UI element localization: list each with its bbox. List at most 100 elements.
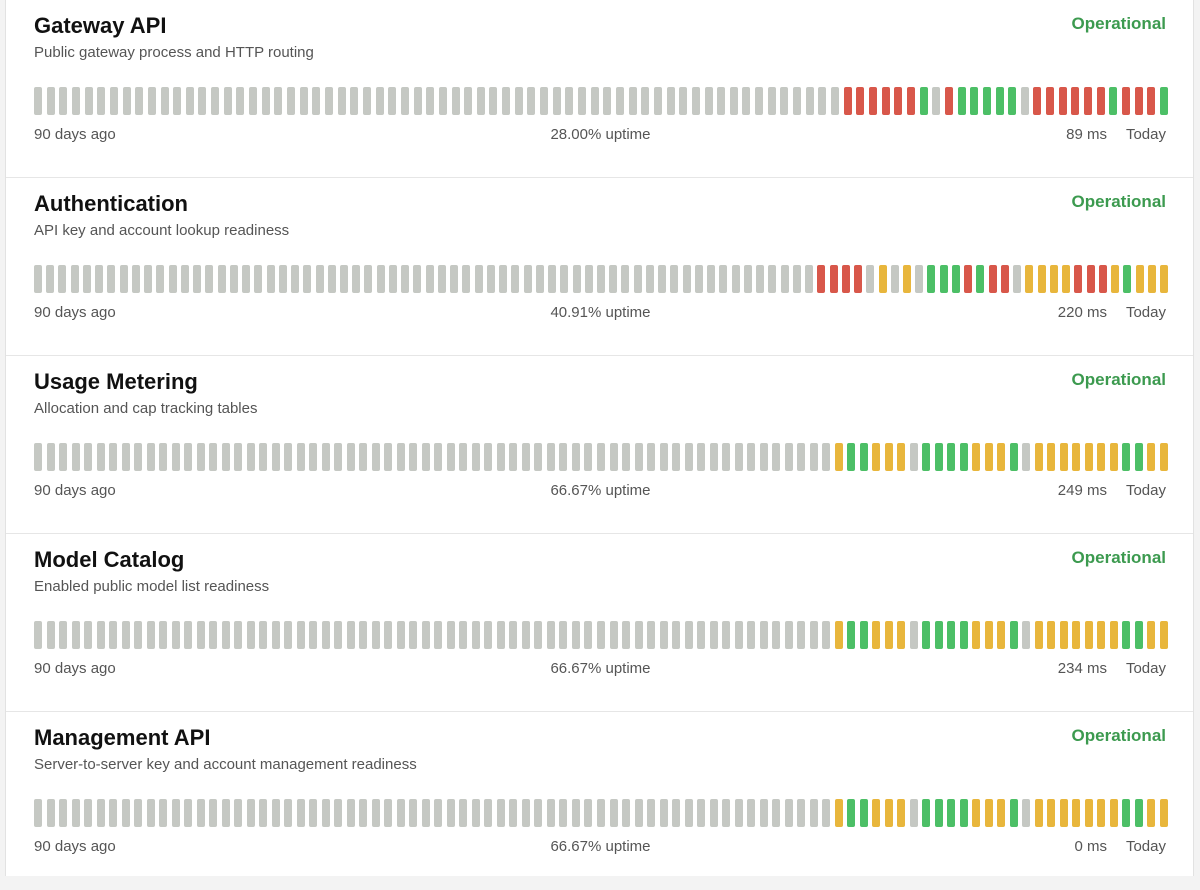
day-bar-no-data[interactable]: [59, 443, 68, 471]
day-bar-no-data[interactable]: [171, 443, 180, 471]
day-bar-no-data[interactable]: [709, 799, 718, 827]
day-bar-no-data[interactable]: [146, 799, 155, 827]
day-bar-outage[interactable]: [856, 87, 865, 115]
day-bar-no-data[interactable]: [229, 265, 238, 293]
day-bar-no-data[interactable]: [234, 799, 243, 827]
day-bar-operational[interactable]: [1009, 799, 1018, 827]
day-bar-degraded[interactable]: [1047, 443, 1056, 471]
day-bar-no-data[interactable]: [46, 443, 55, 471]
day-bar-degraded[interactable]: [1049, 265, 1058, 293]
day-bar-no-data[interactable]: [535, 265, 544, 293]
day-bar-no-data[interactable]: [734, 621, 743, 649]
day-bar-no-data[interactable]: [534, 443, 543, 471]
day-bar-no-data[interactable]: [722, 799, 731, 827]
day-bar-degraded[interactable]: [884, 621, 893, 649]
day-bar-no-data[interactable]: [184, 799, 193, 827]
day-bar-no-data[interactable]: [71, 799, 80, 827]
day-bar-no-data[interactable]: [509, 621, 518, 649]
day-bar-no-data[interactable]: [196, 621, 205, 649]
day-bar-outage[interactable]: [906, 87, 915, 115]
day-bar-no-data[interactable]: [160, 87, 169, 115]
day-bar-no-data[interactable]: [523, 265, 532, 293]
day-bar-outage[interactable]: [894, 87, 903, 115]
day-bar-no-data[interactable]: [768, 265, 777, 293]
day-bar-no-data[interactable]: [242, 265, 251, 293]
day-bar-no-data[interactable]: [565, 87, 574, 115]
day-bar-no-data[interactable]: [496, 443, 505, 471]
day-bar-no-data[interactable]: [384, 621, 393, 649]
day-bar-no-data[interactable]: [409, 443, 418, 471]
day-bar-no-data[interactable]: [747, 443, 756, 471]
day-bar-no-data[interactable]: [34, 799, 42, 827]
day-bar-no-data[interactable]: [223, 87, 232, 115]
day-bar-no-data[interactable]: [346, 799, 355, 827]
day-bar-no-data[interactable]: [484, 621, 493, 649]
day-bar-no-data[interactable]: [259, 799, 268, 827]
day-bar-degraded[interactable]: [878, 265, 887, 293]
day-bar-degraded[interactable]: [1047, 621, 1056, 649]
day-bar-degraded[interactable]: [984, 443, 993, 471]
day-bar-no-data[interactable]: [634, 621, 643, 649]
day-bar-degraded[interactable]: [872, 621, 881, 649]
day-bar-no-data[interactable]: [34, 443, 42, 471]
day-bar-no-data[interactable]: [446, 799, 455, 827]
day-bar-operational[interactable]: [859, 799, 868, 827]
day-bar-degraded[interactable]: [1109, 443, 1118, 471]
day-bar-no-data[interactable]: [337, 87, 346, 115]
day-bar-no-data[interactable]: [915, 265, 924, 293]
day-bar-no-data[interactable]: [521, 621, 530, 649]
day-bar-degraded[interactable]: [902, 265, 911, 293]
day-bar-no-data[interactable]: [459, 443, 468, 471]
day-bar-operational[interactable]: [934, 799, 943, 827]
day-bar-no-data[interactable]: [437, 265, 446, 293]
day-bar-operational[interactable]: [847, 621, 856, 649]
day-bar-operational[interactable]: [959, 799, 968, 827]
day-bar-no-data[interactable]: [634, 799, 643, 827]
day-bar-no-data[interactable]: [659, 799, 668, 827]
day-bar-operational[interactable]: [922, 621, 931, 649]
day-bar-no-data[interactable]: [185, 87, 194, 115]
day-bar-no-data[interactable]: [471, 621, 480, 649]
day-bar-no-data[interactable]: [559, 443, 568, 471]
day-bar-no-data[interactable]: [134, 799, 143, 827]
day-bar-no-data[interactable]: [694, 265, 703, 293]
day-bar-no-data[interactable]: [261, 87, 270, 115]
day-bar-no-data[interactable]: [425, 265, 434, 293]
day-bar-no-data[interactable]: [909, 799, 918, 827]
day-bar-no-data[interactable]: [584, 443, 593, 471]
day-bar-no-data[interactable]: [464, 87, 473, 115]
day-bar-no-data[interactable]: [647, 799, 656, 827]
day-bar-no-data[interactable]: [831, 87, 840, 115]
day-bar-operational[interactable]: [934, 621, 943, 649]
day-bar-degraded[interactable]: [897, 443, 906, 471]
day-bar-no-data[interactable]: [121, 621, 130, 649]
day-bar-no-data[interactable]: [352, 265, 361, 293]
day-bar-no-data[interactable]: [509, 443, 518, 471]
day-bar-no-data[interactable]: [146, 443, 155, 471]
day-bar-no-data[interactable]: [59, 799, 68, 827]
day-bar-outage[interactable]: [988, 265, 997, 293]
day-bar-no-data[interactable]: [670, 265, 679, 293]
day-bar-no-data[interactable]: [309, 621, 318, 649]
day-bar-degraded[interactable]: [997, 799, 1006, 827]
day-bar-no-data[interactable]: [446, 621, 455, 649]
day-bar-outage[interactable]: [1147, 87, 1156, 115]
day-bar-operational[interactable]: [947, 443, 956, 471]
day-bar-degraded[interactable]: [1147, 621, 1156, 649]
day-bar-no-data[interactable]: [559, 621, 568, 649]
day-bar-outage[interactable]: [854, 265, 863, 293]
day-bar-no-data[interactable]: [321, 443, 330, 471]
day-bar-no-data[interactable]: [679, 87, 688, 115]
day-bar-no-data[interactable]: [334, 443, 343, 471]
day-bar-no-data[interactable]: [184, 621, 193, 649]
day-bar-no-data[interactable]: [621, 265, 630, 293]
day-bar-no-data[interactable]: [134, 621, 143, 649]
day-bar-no-data[interactable]: [534, 621, 543, 649]
day-bar-degraded[interactable]: [1037, 265, 1046, 293]
day-bar-no-data[interactable]: [434, 799, 443, 827]
day-bar-no-data[interactable]: [388, 265, 397, 293]
day-bar-no-data[interactable]: [603, 87, 612, 115]
day-bar-no-data[interactable]: [809, 799, 818, 827]
day-bar-operational[interactable]: [1009, 621, 1018, 649]
day-bar-no-data[interactable]: [647, 443, 656, 471]
